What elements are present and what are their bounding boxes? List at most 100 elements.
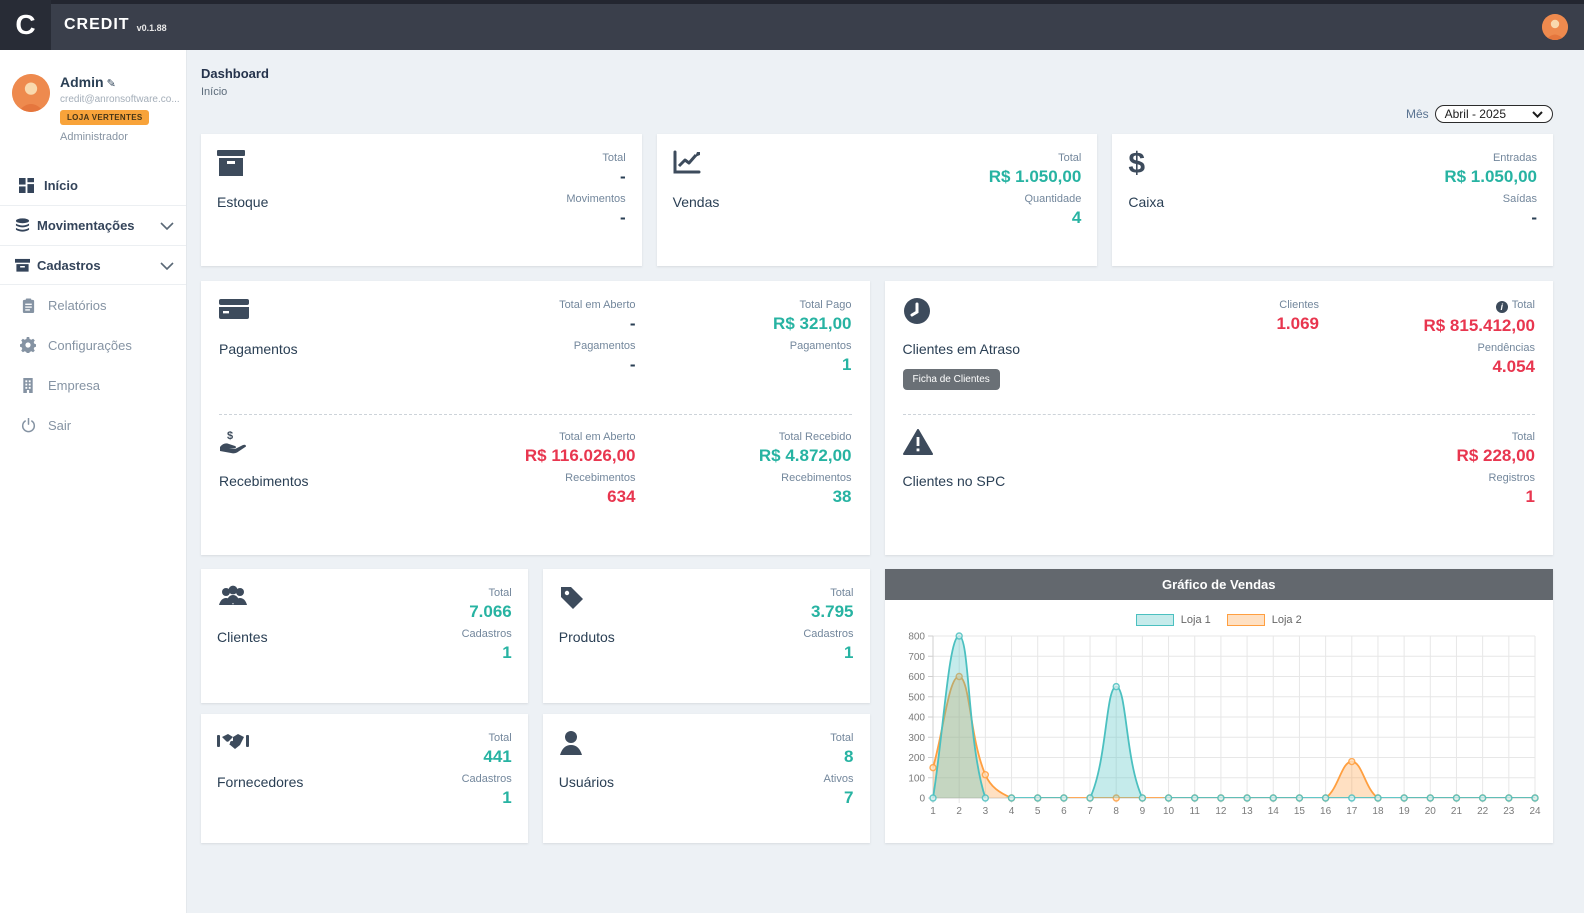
topbar-strip <box>0 0 1584 4</box>
stat-label: i Total <box>1335 299 1535 313</box>
stat-label: Recebimentos <box>565 471 636 484</box>
stat-label: Entradas <box>1492 152 1537 164</box>
stat-label: Pagamentos <box>573 340 636 352</box>
stat-label: Registros <box>1488 471 1535 484</box>
brand: CREDIT v0.1.88 <box>64 0 167 50</box>
svg-text:0: 0 <box>919 794 925 805</box>
sidebar-item-empresa[interactable]: Empresa <box>0 365 186 405</box>
store-badge: LOJA VERTENTES <box>60 110 150 125</box>
svg-text:17: 17 <box>1346 806 1358 817</box>
stat-value: 1 <box>502 788 512 807</box>
svg-text:14: 14 <box>1267 806 1279 817</box>
person-icon <box>12 74 50 112</box>
user-avatar-button[interactable] <box>1542 14 1568 40</box>
sidebar-item-inicio[interactable]: Início <box>0 165 186 205</box>
stat-label: Cadastros <box>461 773 512 785</box>
app-logo[interactable]: C <box>0 0 51 50</box>
card-title: Fornecedores <box>217 774 304 790</box>
svg-text:6: 6 <box>1061 806 1067 817</box>
info-icon[interactable]: i <box>1495 301 1508 313</box>
svg-text:700: 700 <box>908 652 925 663</box>
sidebar-item-movimentacoes[interactable]: Movimentações <box>0 205 186 245</box>
stat-label: Saídas <box>1502 193 1537 205</box>
card-title: Estoque <box>217 194 269 210</box>
gear-icon <box>20 337 36 353</box>
clipboard-icon <box>20 297 36 313</box>
edit-profile-icon[interactable]: ✎ <box>106 78 116 90</box>
profile-avatar[interactable] <box>12 74 50 112</box>
chart-legend: Loja 1 Loja 2 <box>885 614 1554 626</box>
stat-label: Cadastros <box>461 628 512 640</box>
svg-text:100: 100 <box>908 773 925 784</box>
stat-label: Total <box>488 587 512 599</box>
card-title: Caixa <box>1128 194 1165 210</box>
svg-text:1: 1 <box>930 806 936 817</box>
svg-text:$: $ <box>227 430 233 442</box>
stat-value: - <box>629 314 636 333</box>
clock-icon <box>903 297 1021 327</box>
tag-icon <box>559 585 615 615</box>
legend-item[interactable]: Loja 1 <box>1135 614 1211 626</box>
ficha-clientes-button[interactable]: Ficha de Clientes <box>902 369 1000 390</box>
stat-value: 3.795 <box>810 602 854 621</box>
svg-text:24: 24 <box>1529 806 1541 817</box>
chart-line-icon <box>673 150 720 180</box>
top-bar: C CREDIT v0.1.88 <box>0 0 1584 50</box>
section-recebimentos: $ Recebimentos Total em Aberto R$ 116.02… <box>219 429 852 540</box>
section-clientes-spc: Clientes no SPC Total R$ 228,00 Registro… <box>902 428 1535 540</box>
svg-text:12: 12 <box>1215 806 1227 817</box>
card-title: Clientes em Atraso <box>902 341 1021 357</box>
stat-label: Cadastros <box>803 628 854 640</box>
svg-text:500: 500 <box>908 692 925 703</box>
stat-value: 8 <box>844 747 854 766</box>
profile-section: Admin ✎ credit@anronsoftware.co... LOJA V… <box>0 50 186 155</box>
chart-title: Gráfico de Vendas <box>1162 577 1276 592</box>
sidebar-item-relatorios[interactable]: Relatórios <box>0 285 186 325</box>
svg-text:800: 800 <box>908 632 925 643</box>
page-title: Dashboard <box>201 66 269 81</box>
card-vendas: Vendas Total R$ 1.050,00 Quantidade 4 <box>656 134 1098 266</box>
archive-icon <box>14 257 30 273</box>
month-label: Mês <box>1405 107 1429 121</box>
dollar-icon: $ <box>1128 147 1146 180</box>
stat-value: R$ 1.050,00 <box>988 167 1082 186</box>
stat-value: 7.066 <box>469 602 512 621</box>
legend-item[interactable]: Loja 2 <box>1226 614 1302 626</box>
sidebar-item-sair[interactable]: Sair <box>0 405 186 445</box>
sidebar-item-configuracoes[interactable]: Configurações <box>0 325 186 365</box>
user-name: Admin <box>60 74 104 90</box>
svg-text:19: 19 <box>1398 806 1410 817</box>
stat-value: 4 <box>1071 208 1082 227</box>
card-title: Vendas <box>672 194 720 210</box>
month-select[interactable]: Abril - 2025 <box>1434 105 1553 123</box>
sidebar: Admin ✎ credit@anronsoftware.co... LOJA V… <box>0 50 187 913</box>
card-usuarios: Usuários Total 8 Ativos 7 <box>542 714 870 843</box>
svg-text:7: 7 <box>1087 806 1093 817</box>
app-version: v0.1.88 <box>136 23 167 33</box>
stat-value: R$ 228,00 <box>1456 445 1535 465</box>
warning-triangle-icon <box>902 428 1006 459</box>
card-title: Produtos <box>558 629 615 645</box>
svg-text:16: 16 <box>1320 806 1332 817</box>
stat-value: 1 <box>844 643 854 662</box>
stat-value: 1 <box>502 643 512 662</box>
power-icon <box>20 417 36 433</box>
chart-body: 0 100 200 300 400 500 600 700 800 1 2 3 4 5 6 7 8 9 10 11 12… <box>885 626 1554 843</box>
card-pagamentos-recebimentos: Pagamentos Total em Aberto - Pagamentos … <box>201 281 870 555</box>
stat-value: R$ 116.026,00 <box>524 445 636 465</box>
svg-text:4: 4 <box>1008 806 1014 817</box>
stat-label: Total <box>830 732 854 744</box>
stat-label: Total em Aberto <box>559 430 636 443</box>
legend-label: Loja 2 <box>1271 614 1302 626</box>
stat-label: Total Recebido <box>778 430 852 443</box>
sidebar-item-cadastros[interactable]: Cadastros <box>0 245 186 285</box>
stat-label: Quantidade <box>1024 193 1082 205</box>
card-title: Pagamentos <box>219 341 298 357</box>
stat-value: 1 <box>1525 486 1535 506</box>
stat-label: Total <box>488 732 512 744</box>
chevron-down-icon <box>160 218 174 233</box>
svg-text:10: 10 <box>1163 806 1175 817</box>
svg-text:11: 11 <box>1189 806 1200 817</box>
handshake-icon <box>217 730 303 760</box>
